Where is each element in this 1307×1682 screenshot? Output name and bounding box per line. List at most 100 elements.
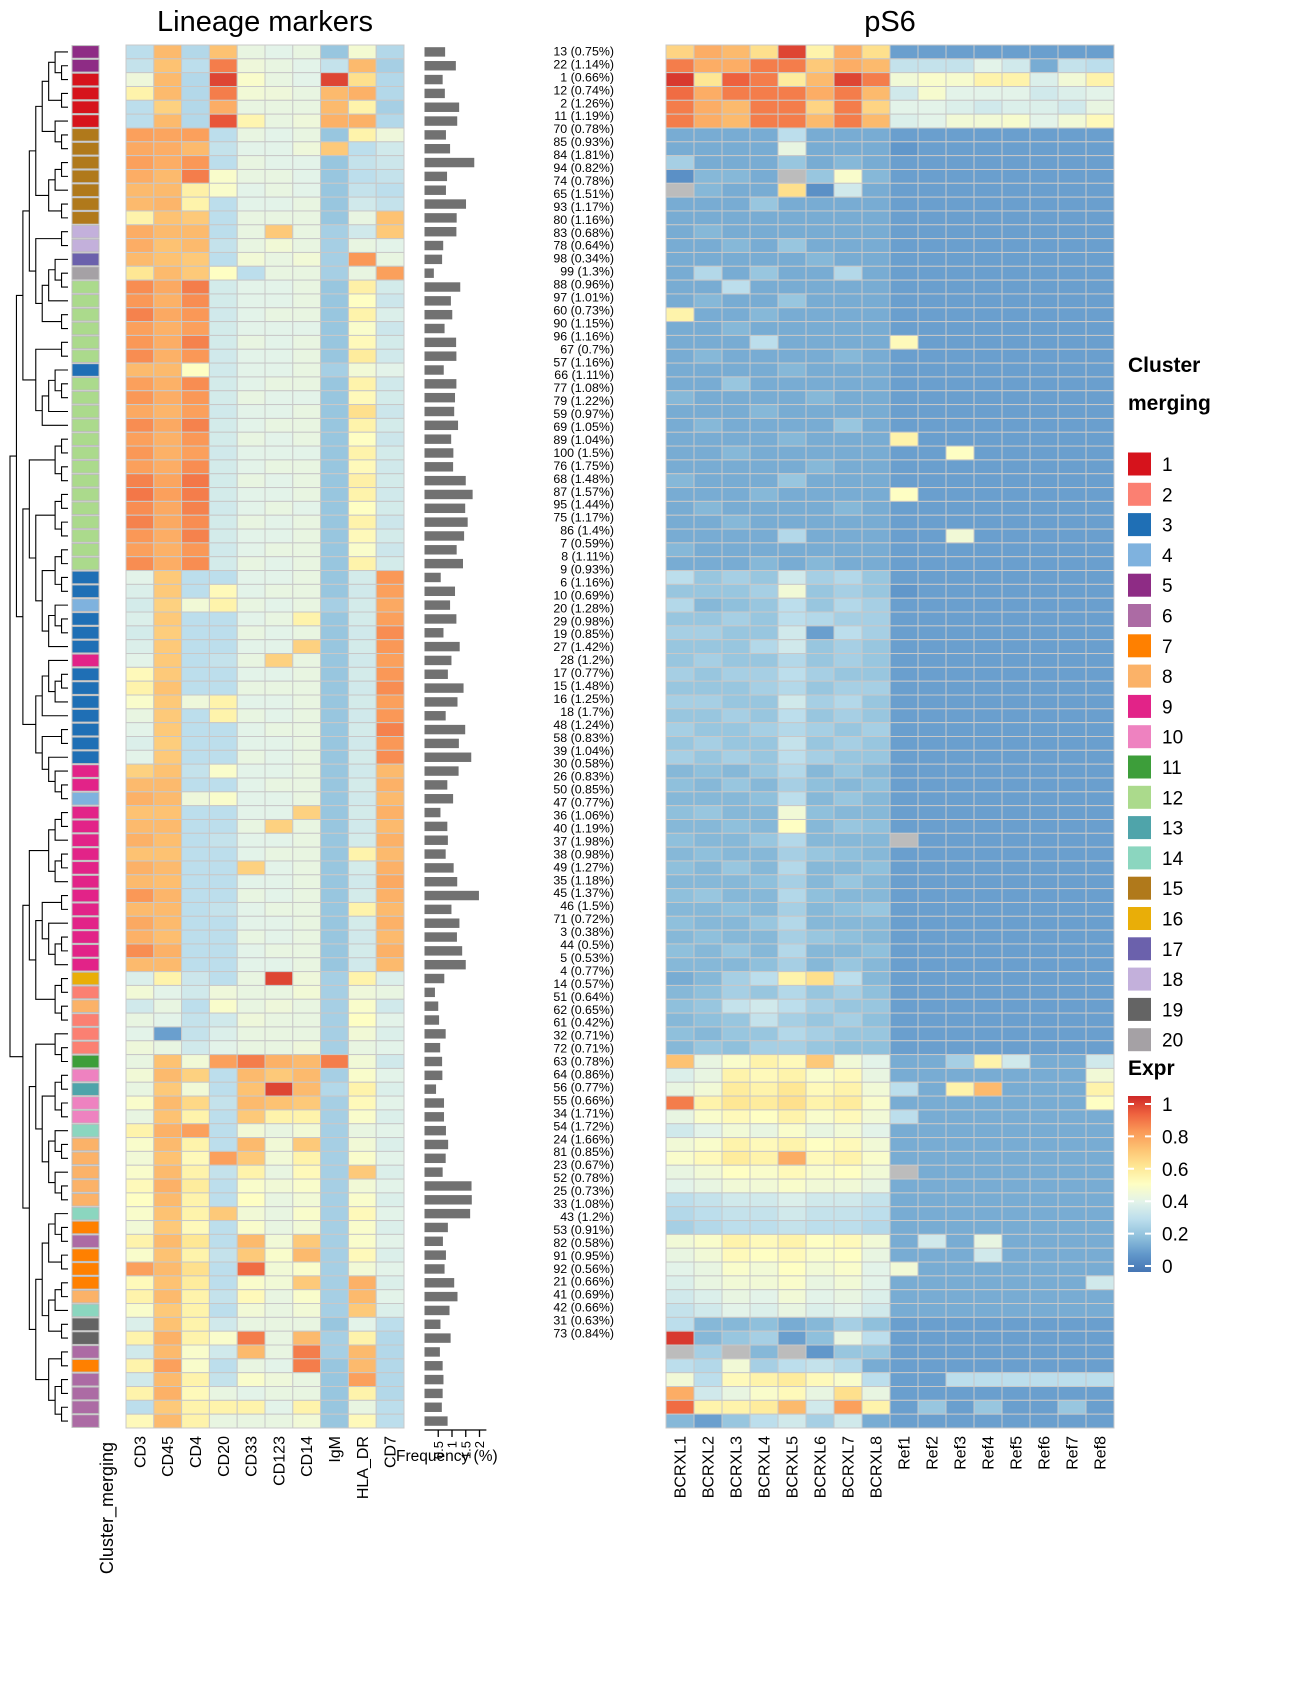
ps6-heatmap-cell	[1085, 611, 1115, 627]
row-label: 11 (1.19%)	[554, 109, 614, 123]
lineage-heatmap-cell	[181, 72, 210, 87]
ps6-heatmap-cell	[1001, 210, 1031, 226]
lineage-heatmap-cell	[236, 334, 266, 350]
lineage-heatmap-cell	[181, 1316, 210, 1332]
ps6-heatmap-cell	[777, 487, 807, 502]
lineage-heatmap-cell	[264, 1054, 294, 1069]
merging-legend-label: 1	[1162, 455, 1173, 476]
ps6-heatmap-cell	[693, 1372, 723, 1388]
ps6-heatmap-cell	[917, 984, 947, 1000]
ps6-heatmap-cell	[665, 1399, 695, 1415]
ps6-heatmap-cell	[833, 376, 863, 392]
ps6-heatmap-cell	[833, 943, 863, 959]
lineage-heatmap-cell	[347, 791, 377, 807]
ps6-heatmap-cell	[777, 1109, 807, 1125]
ps6-heatmap-cell	[1057, 376, 1087, 392]
ps6-heatmap-cell	[861, 1123, 891, 1139]
lineage-heatmap-cell	[375, 1233, 405, 1249]
lineage-heatmap-cell	[125, 791, 155, 807]
cluster-merging-annotation-cell	[71, 971, 100, 986]
lineage-heatmap-cell	[320, 1012, 349, 1028]
ps6-heatmap-cell	[721, 1289, 751, 1305]
ps6-heatmap-cell	[861, 141, 891, 157]
ps6-heatmap-cell	[777, 832, 807, 848]
lineage-heatmap-cell	[292, 334, 322, 350]
ps6-heatmap-cell	[805, 943, 835, 959]
ps6-heatmap-cell	[665, 874, 695, 890]
ps6-heatmap-cell	[1057, 1137, 1087, 1152]
lineage-heatmap-cell	[264, 736, 294, 751]
lineage-heatmap-cell	[236, 888, 266, 903]
ps6-heatmap-cell	[749, 1316, 779, 1332]
ps6-heatmap-cell	[973, 1233, 1003, 1249]
ps6-heatmap-cell	[973, 722, 1003, 737]
ps6-heatmap-cell	[721, 1164, 751, 1180]
dendrogram-branch	[61, 576, 68, 592]
ps6-heatmap-cell	[693, 321, 723, 336]
lineage-heatmap-cell	[153, 238, 183, 253]
lineage-heatmap-cell	[125, 1372, 155, 1388]
ps6-heatmap-cell	[889, 1344, 919, 1360]
ps6-heatmap-cell	[721, 1372, 751, 1388]
ps6-heatmap-cell	[889, 984, 919, 1000]
ps6-heatmap-cell	[749, 818, 779, 834]
ps6-heatmap-cell	[889, 915, 919, 931]
lineage-heatmap-cell	[292, 777, 322, 793]
merging-legend-label: 5	[1162, 576, 1173, 597]
merging-legend-swatch	[1128, 604, 1151, 627]
cluster-merging-annotation-cell	[71, 1234, 100, 1249]
ps6-heatmap-cell	[749, 1123, 779, 1139]
ps6-heatmap-cell	[665, 1150, 695, 1166]
frequency-bar	[424, 171, 448, 182]
lineage-heatmap-cell	[153, 1399, 183, 1415]
row-label: 75 (1.17%)	[553, 511, 614, 525]
ps6-heatmap-cell	[805, 1026, 835, 1042]
ps6-heatmap-cell	[1085, 818, 1115, 834]
row-label: 65 (1.51%)	[553, 187, 614, 201]
ps6-heatmap-cell	[1057, 321, 1087, 336]
lineage-heatmap-cell	[181, 1275, 210, 1291]
ps6-heatmap-cell	[665, 473, 695, 489]
ps6-heatmap-cell	[721, 1344, 751, 1360]
ps6-heatmap-cell	[1001, 127, 1031, 143]
dendrogram-branch	[41, 1242, 49, 1317]
lineage-heatmap-cell	[125, 1275, 155, 1291]
merging-legend-swatch	[1128, 482, 1151, 506]
lineage-heatmap-cell	[125, 307, 155, 323]
ps6-heatmap-cell	[917, 1040, 947, 1056]
ps6-heatmap-cell	[945, 860, 975, 876]
ps6-heatmap-cell	[665, 694, 695, 710]
ps6-heatmap-cell	[973, 915, 1003, 931]
ps6-heatmap-cell	[805, 1095, 835, 1111]
ps6-heatmap-cell	[665, 1192, 695, 1208]
lineage-heatmap-cell	[181, 196, 210, 212]
lineage-heatmap-cell	[208, 1386, 238, 1401]
ps6-heatmap-cell	[1085, 763, 1115, 779]
ps6-heatmap-cell	[945, 265, 975, 281]
lineage-heatmap-cell	[375, 653, 405, 668]
cluster-merging-annotation-cell	[71, 681, 100, 695]
lineage-heatmap-cell	[264, 238, 294, 253]
ps6-heatmap-cell	[1029, 1109, 1059, 1125]
lineage-heatmap-cell	[236, 846, 266, 862]
sample-column-label: Ref1	[897, 1436, 914, 1470]
ps6-heatmap-cell	[945, 1178, 975, 1194]
lineage-heatmap-cell	[292, 1123, 322, 1139]
lineage-heatmap-cell	[264, 168, 294, 184]
ps6-heatmap-cell	[833, 1316, 863, 1332]
lineage-heatmap-cell	[153, 44, 183, 60]
lineage-heatmap-cell	[292, 542, 322, 558]
lineage-heatmap-cell	[264, 777, 294, 793]
frequency-bar	[424, 904, 452, 915]
ps6-heatmap-cell	[945, 611, 975, 627]
ps6-heatmap-cell	[861, 279, 891, 295]
lineage-heatmap-cell	[208, 141, 238, 157]
ps6-heatmap-cell	[1029, 196, 1059, 212]
cluster-merging-annotation-cell	[71, 349, 100, 363]
dendrogram-branch	[48, 269, 68, 302]
lineage-heatmap-cell	[292, 1178, 322, 1194]
ps6-heatmap-cell	[777, 1275, 807, 1291]
lineage-heatmap-cell	[264, 210, 294, 226]
ps6-heatmap-cell	[1057, 1247, 1087, 1263]
lineage-heatmap-cell	[292, 971, 322, 986]
